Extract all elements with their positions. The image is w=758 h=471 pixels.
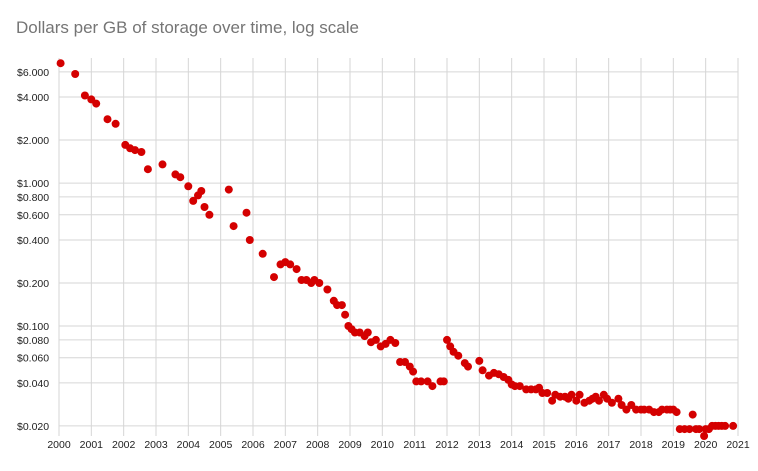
data-point xyxy=(56,59,65,68)
x-tick-label: 2018 xyxy=(629,439,653,451)
data-point xyxy=(417,377,426,386)
data-point xyxy=(71,70,80,78)
y-tick-label: $0.100 xyxy=(17,321,49,333)
data-series xyxy=(56,59,738,440)
data-point xyxy=(224,185,233,194)
x-tick-label: 2011 xyxy=(403,439,426,451)
y-tick-label: $0.400 xyxy=(17,235,49,247)
data-point xyxy=(158,160,167,169)
y-tick-label: $0.020 xyxy=(17,421,49,433)
x-tick-label: 2002 xyxy=(112,439,136,451)
data-point xyxy=(721,421,730,430)
data-point xyxy=(464,362,472,371)
x-tick-label: 2003 xyxy=(144,439,168,451)
x-tick-label: 2019 xyxy=(662,439,686,451)
data-point xyxy=(176,173,185,182)
x-tick-label: 2000 xyxy=(47,439,71,451)
data-point xyxy=(685,425,694,434)
x-tick-label: 2013 xyxy=(468,439,492,451)
data-point xyxy=(515,382,524,391)
data-point xyxy=(595,396,603,405)
data-point xyxy=(184,182,193,191)
data-point xyxy=(607,398,616,407)
x-tick-label: 2017 xyxy=(597,439,621,451)
data-point xyxy=(475,356,484,365)
data-point xyxy=(409,367,418,376)
chart-title: Dollars per GB of storage over time, log… xyxy=(16,18,359,37)
data-point xyxy=(729,421,738,430)
y-tick-label: $0.600 xyxy=(17,210,49,222)
x-tick-label: 2015 xyxy=(532,439,556,451)
data-point xyxy=(478,366,487,375)
data-point xyxy=(575,390,584,399)
data-point xyxy=(270,273,278,282)
data-point xyxy=(137,148,146,156)
data-point xyxy=(292,265,301,274)
data-point xyxy=(189,196,198,205)
data-point xyxy=(92,99,101,108)
x-tick-label: 2005 xyxy=(209,439,233,451)
y-tick-label: $4.000 xyxy=(17,92,49,104)
x-tick-label: 2020 xyxy=(694,439,718,451)
data-point xyxy=(341,310,350,319)
data-point xyxy=(688,410,697,419)
y-tick-label: $0.040 xyxy=(17,378,49,390)
y-tick-label: $0.080 xyxy=(17,335,49,347)
data-point xyxy=(672,408,681,417)
x-tick-label: 2007 xyxy=(274,439,298,451)
data-point xyxy=(567,390,576,399)
data-point xyxy=(143,165,152,174)
data-point xyxy=(242,208,251,217)
data-point xyxy=(245,236,254,244)
data-point xyxy=(103,115,112,124)
x-tick-label: 2009 xyxy=(338,439,362,451)
data-point xyxy=(205,210,214,219)
data-point xyxy=(700,432,709,440)
data-point xyxy=(200,203,209,211)
data-point xyxy=(315,279,324,287)
y-tick-label: $2.000 xyxy=(17,135,49,147)
x-tick-label: 2006 xyxy=(241,439,265,451)
data-point xyxy=(439,377,448,386)
data-point xyxy=(286,260,295,269)
data-point xyxy=(131,146,139,155)
data-point xyxy=(80,91,89,100)
data-point xyxy=(337,301,346,310)
data-point xyxy=(614,394,623,403)
x-tick-label: 2021 xyxy=(726,439,750,451)
data-point xyxy=(363,328,372,337)
data-point xyxy=(371,335,380,344)
y-tick-label: $0.060 xyxy=(17,353,49,365)
x-tick-label: 2004 xyxy=(177,439,201,451)
data-point xyxy=(443,335,451,344)
data-point xyxy=(572,396,581,405)
y-tick-label: $0.800 xyxy=(17,192,49,204)
data-point xyxy=(695,425,704,434)
x-tick-label: 2001 xyxy=(80,439,104,451)
y-tick-label: $0.200 xyxy=(17,278,49,290)
x-tick-label: 2014 xyxy=(500,439,524,451)
x-tick-label: 2016 xyxy=(565,439,589,451)
y-axis: $6.000 $4.000 $2.000 $1.000 $0.800 $0.600 $0.4… xyxy=(17,67,49,433)
x-tick-label: 2010 xyxy=(371,439,395,451)
data-point xyxy=(111,119,120,128)
x-tick-label: 2008 xyxy=(306,439,330,451)
data-point xyxy=(543,389,552,397)
data-point xyxy=(391,339,400,347)
x-axis: 2000 2001 2002 2003 2004 2005 2006 2007 2008 2009… xyxy=(47,439,750,451)
y-tick-label: $1.000 xyxy=(17,178,49,190)
x-tick-label: 2012 xyxy=(435,439,459,451)
data-point xyxy=(428,382,437,391)
data-point xyxy=(454,351,463,360)
grid-layer xyxy=(58,58,739,436)
data-point xyxy=(323,285,332,294)
y-tick-label: $6.000 xyxy=(17,67,49,79)
data-point xyxy=(258,249,267,258)
data-point xyxy=(548,396,557,405)
data-point xyxy=(197,187,206,195)
data-point xyxy=(229,222,238,231)
